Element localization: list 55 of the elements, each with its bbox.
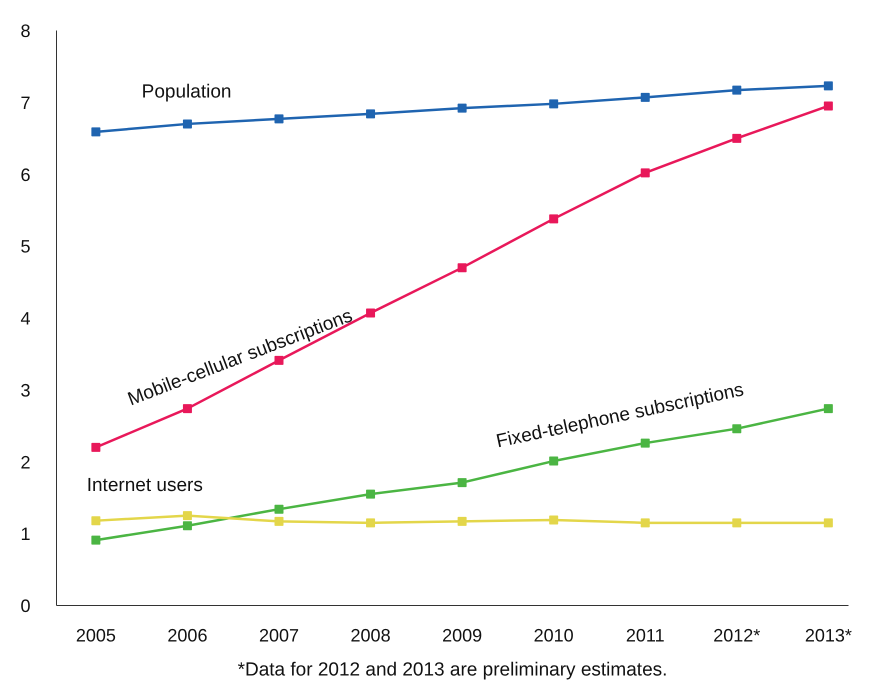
- point: [549, 214, 558, 224]
- y-tick-label: 4: [20, 308, 31, 328]
- point: [91, 127, 100, 136]
- point: [640, 518, 650, 528]
- point: [732, 424, 742, 434]
- point: [824, 81, 833, 90]
- point: [458, 104, 467, 113]
- point: [91, 516, 100, 526]
- y-tick-label: 0: [20, 596, 31, 616]
- point: [732, 518, 742, 528]
- y-tick-label: 1: [20, 524, 31, 544]
- x-tick-label: 2005: [76, 626, 116, 646]
- point: [732, 134, 742, 143]
- y-tick-label: 6: [20, 164, 31, 185]
- point: [549, 99, 558, 108]
- series-label: Internet users: [86, 475, 203, 496]
- y-tick-label: 8: [20, 21, 31, 41]
- text: *Data for 2012 and 2013 are preliminary estimates.: [238, 660, 668, 680]
- point: [732, 86, 742, 95]
- x-tick-label: 2006: [167, 626, 208, 646]
- point: [640, 92, 650, 102]
- point: [458, 263, 467, 272]
- x-tick-label: 2013*: [804, 626, 852, 646]
- point: [824, 404, 833, 414]
- x-tick-label: 2008: [350, 626, 391, 646]
- x-tick-label: 2007: [258, 626, 300, 646]
- point: [91, 442, 100, 452]
- series-label: Population: [142, 82, 232, 103]
- point: [640, 438, 650, 448]
- y-tick-label: 5: [20, 236, 31, 257]
- y-tick-label: 2: [20, 452, 31, 472]
- point: [182, 521, 192, 530]
- point: [640, 168, 650, 178]
- x-tick-label: 2010: [534, 626, 574, 646]
- x-tick-label: 2009: [442, 626, 482, 646]
- point: [366, 308, 376, 318]
- x-tick-label: 2011: [626, 626, 665, 646]
- point: [366, 518, 376, 528]
- point: [182, 511, 192, 520]
- point: [549, 456, 558, 466]
- point: [274, 516, 284, 526]
- point: [274, 114, 284, 124]
- point: [366, 109, 376, 118]
- y-tick-label: 3: [20, 380, 31, 400]
- point: [549, 515, 558, 524]
- x-tick-label: 2012*: [713, 626, 760, 646]
- point: [824, 101, 833, 110]
- point: [824, 518, 833, 528]
- point: [91, 536, 100, 545]
- point: [458, 516, 467, 526]
- y-tick-label: 7: [20, 92, 31, 113]
- point: [182, 119, 192, 128]
- point: [366, 490, 376, 499]
- point: [274, 504, 284, 514]
- point: [458, 478, 467, 488]
